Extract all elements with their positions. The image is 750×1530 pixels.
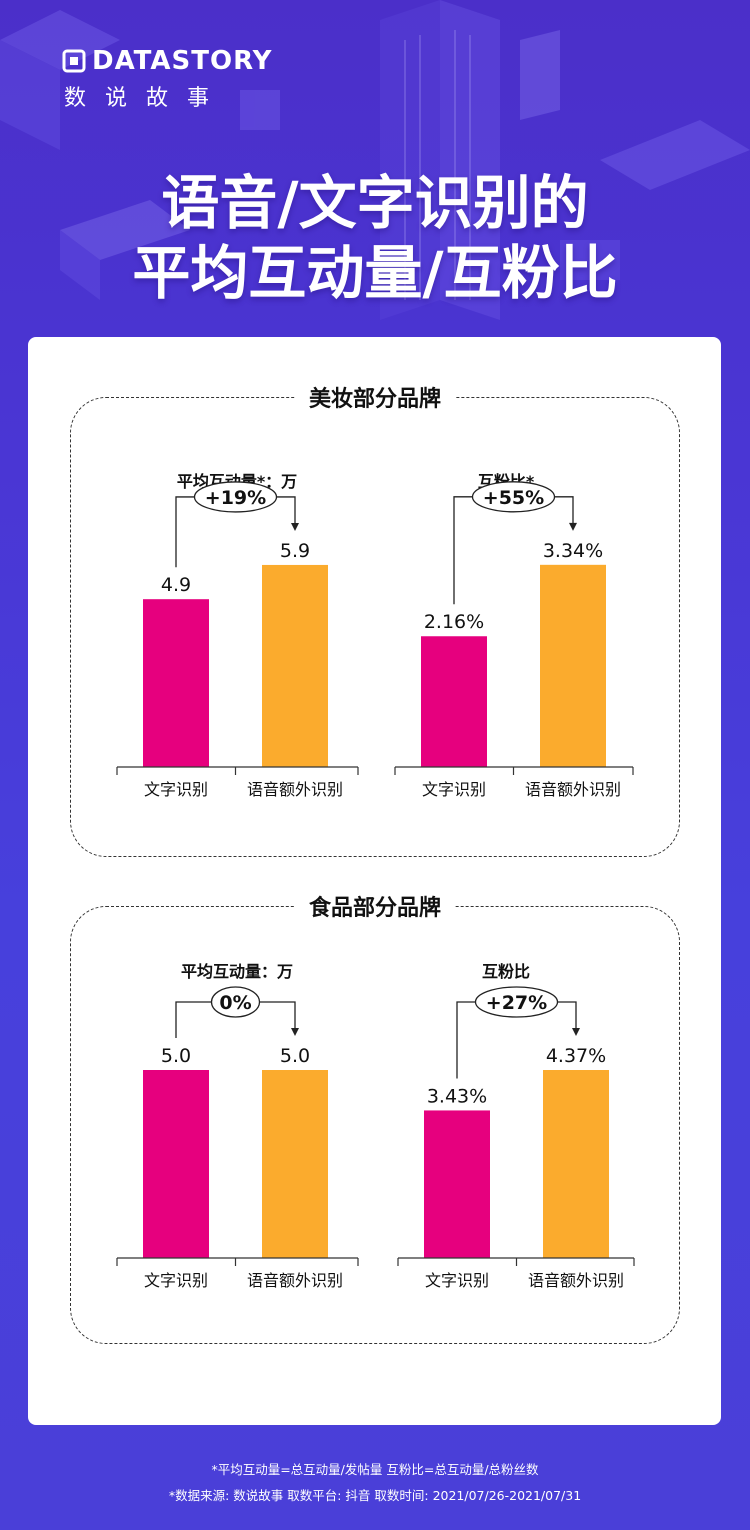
brand-name-en: DATASTORY xyxy=(92,46,273,76)
data-label: 3.34% xyxy=(543,540,603,562)
bar xyxy=(262,1070,328,1258)
category-label: 文字识别 xyxy=(144,780,208,799)
content-card: 美妆部分品牌 食品部分品牌 平均互动量*：万4.9文字识别5.9语音额外识别+1… xyxy=(28,337,721,1425)
change-label: 0% xyxy=(219,992,251,1014)
bar xyxy=(143,599,209,767)
section-food-brands: 食品部分品牌 xyxy=(70,896,680,1344)
category-label: 文字识别 xyxy=(422,780,486,799)
change-bubble xyxy=(471,481,556,513)
background-city-illustration xyxy=(0,0,750,320)
section-beauty-brands: 美妆部分品牌 xyxy=(70,387,680,857)
brand-logo: DATASTORY 数说故事 xyxy=(62,46,273,112)
bar-charts: 平均互动量*：万4.9文字识别5.9语音额外识别+19%互粉比*2.16%文字识… xyxy=(116,472,635,1290)
chart-title: 平均互动量：万 xyxy=(181,962,293,981)
change-bubble xyxy=(210,986,261,1018)
change-label: +55% xyxy=(483,487,544,509)
category-label: 语音额外识别 xyxy=(528,1271,624,1290)
footer-definition-note: *平均互动量=总互动量/发帖量 互粉比=总互动量/总粉丝数 xyxy=(211,1462,539,1477)
section-title-food: 食品部分品牌 xyxy=(294,896,455,921)
headline-line-2: 平均互动量/互粉比 xyxy=(132,239,618,307)
footer-source-note: *数据来源: 数说故事 取数平台: 抖音 取数时间: 2021/07/26-20… xyxy=(168,1488,582,1503)
headline-line-1: 语音/文字识别的 xyxy=(161,169,589,237)
bar xyxy=(143,1070,209,1258)
data-label: 5.9 xyxy=(280,540,310,562)
bar xyxy=(424,1110,490,1258)
category-label: 文字识别 xyxy=(144,1271,208,1290)
down-arrow-icon xyxy=(569,522,577,531)
change-label: +19% xyxy=(205,487,266,509)
change-bubble xyxy=(474,986,559,1018)
brand-name-cn: 数说故事 xyxy=(64,86,229,111)
chart-title: 互粉比 xyxy=(482,962,530,981)
data-label: 5.0 xyxy=(161,1045,191,1067)
data-label: 2.16% xyxy=(424,611,484,633)
down-arrow-icon xyxy=(291,522,299,531)
bar xyxy=(262,564,328,767)
section-title-beauty: 美妆部分品牌 xyxy=(294,387,455,412)
bar xyxy=(540,564,606,767)
data-label: 5.0 xyxy=(280,1045,310,1067)
change-bubble xyxy=(193,481,278,513)
data-label: 4.9 xyxy=(161,574,191,596)
page-headline: 语音/文字识别的 平均互动量/互粉比 xyxy=(0,168,750,308)
down-arrow-icon xyxy=(572,1028,580,1036)
category-label: 语音额外识别 xyxy=(247,780,343,799)
down-arrow-icon xyxy=(291,1028,299,1036)
bar xyxy=(543,1070,609,1258)
datastory-logo-icon xyxy=(62,49,86,73)
data-label: 4.37% xyxy=(546,1045,606,1067)
category-label: 文字识别 xyxy=(425,1271,489,1290)
data-label: 3.43% xyxy=(427,1085,487,1107)
category-label: 语音额外识别 xyxy=(525,780,621,799)
change-label: +27% xyxy=(486,992,547,1014)
bar xyxy=(421,636,487,767)
category-label: 语音额外识别 xyxy=(247,1271,343,1290)
